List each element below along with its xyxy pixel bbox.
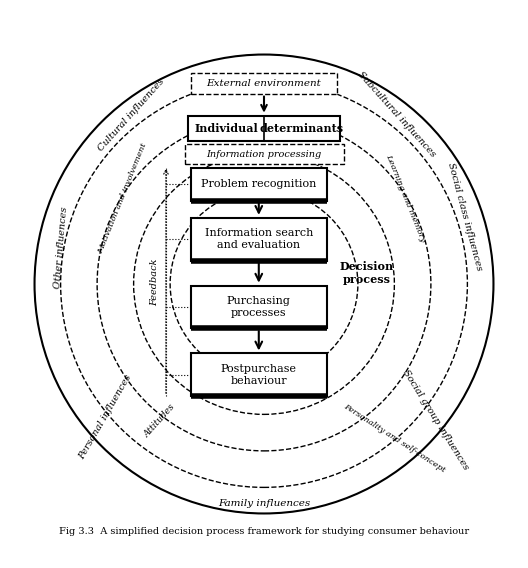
Text: determinants: determinants	[260, 123, 344, 133]
Text: Personal influences: Personal influences	[77, 373, 133, 461]
Text: Attitudes: Attitudes	[143, 402, 177, 439]
FancyBboxPatch shape	[191, 73, 337, 94]
Text: Decision
process: Decision process	[340, 261, 394, 285]
Text: Feedback: Feedback	[150, 258, 159, 306]
FancyBboxPatch shape	[191, 168, 327, 201]
Text: Subcultural influences: Subcultural influences	[356, 70, 438, 159]
Text: Social group influences: Social group influences	[401, 368, 471, 471]
Text: Family influences: Family influences	[218, 499, 310, 508]
Text: Other influences: Other influences	[53, 206, 69, 289]
Text: External environment: External environment	[206, 79, 322, 87]
FancyBboxPatch shape	[191, 286, 327, 328]
Text: Individual: Individual	[194, 123, 258, 133]
Text: Problem recognition: Problem recognition	[201, 179, 316, 189]
Text: Learning and memory: Learning and memory	[384, 153, 427, 243]
FancyBboxPatch shape	[191, 218, 327, 261]
FancyBboxPatch shape	[188, 115, 340, 141]
FancyBboxPatch shape	[191, 353, 327, 396]
Text: Motivation and involvement: Motivation and involvement	[96, 141, 148, 254]
Text: Information processing: Information processing	[206, 149, 322, 158]
FancyBboxPatch shape	[185, 144, 344, 164]
Text: Fig 3.3  A simplified decision process framework for studying consumer behaviour: Fig 3.3 A simplified decision process fr…	[59, 527, 469, 536]
Text: Personality and self-concept: Personality and self-concept	[342, 402, 447, 474]
Text: Cultural influences: Cultural influences	[96, 77, 166, 153]
Text: Postpurchase
behaviour: Postpurchase behaviour	[221, 364, 297, 386]
Text: Social class influences: Social class influences	[446, 161, 484, 271]
Text: Purchasing
processes: Purchasing processes	[227, 296, 291, 318]
Text: Information search
and evaluation: Information search and evaluation	[204, 228, 313, 250]
